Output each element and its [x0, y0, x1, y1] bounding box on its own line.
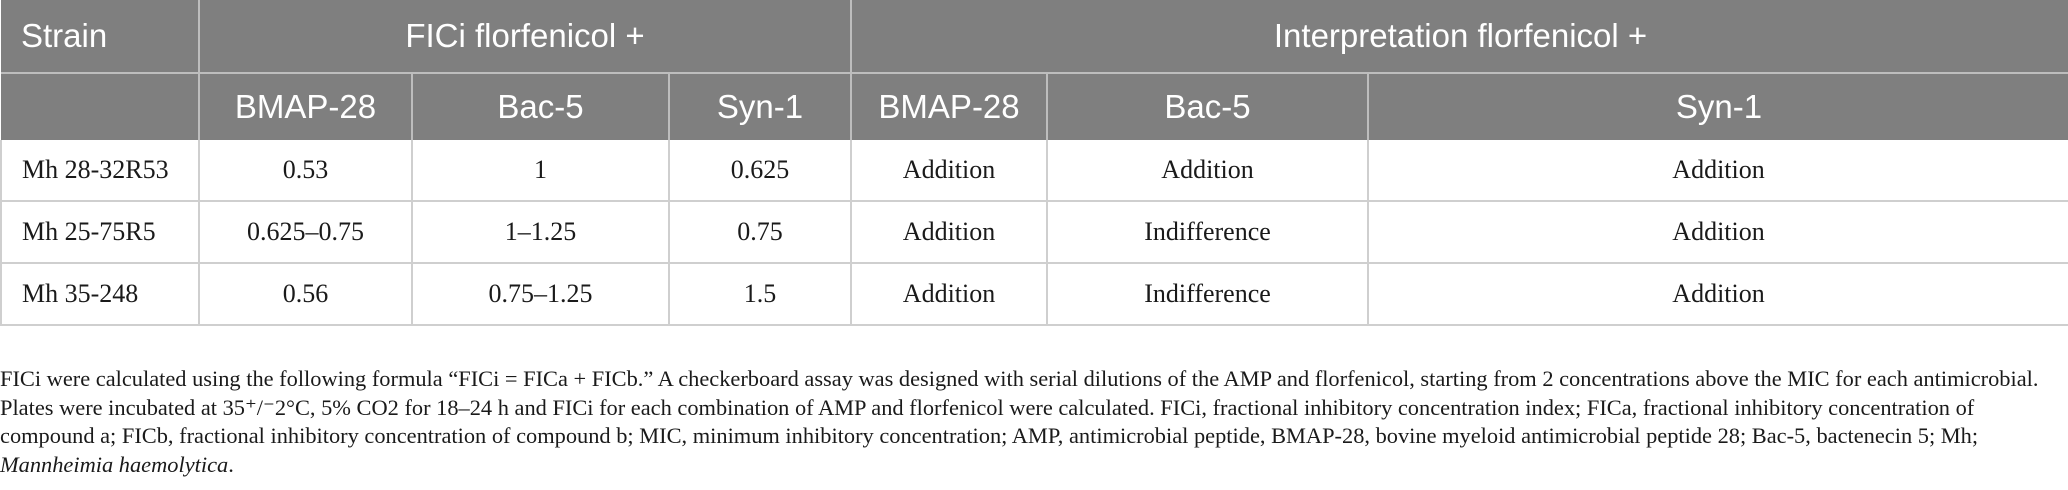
header-group-fici: FICi florfenicol + — [197, 0, 852, 74]
cell-interp-bac5: Indifference — [1047, 263, 1370, 326]
cell-fici-bac5: 0.75–1.25 — [412, 263, 670, 326]
cell-fici-bmap28: 0.53 — [199, 140, 413, 202]
header-interp-syn1: Syn-1 — [1367, 73, 2068, 140]
results-table-container: Strain FICi florfenicol + Interpretation… — [0, 0, 2068, 326]
cell-fici-syn1: 0.625 — [669, 140, 853, 202]
header-strain: Strain — [1, 0, 199, 74]
header-row-compounds: BMAP-28 Bac-5 Syn-1 BMAP-28 Bac-5 Syn-1 — [1, 73, 2068, 140]
header-strain-blank — [1, 73, 199, 140]
cell-interp-syn1: Addition — [1368, 140, 2068, 202]
header-row-groups: Strain FICi florfenicol + Interpretation… — [1, 0, 2068, 74]
table-row: Mh 35-248 0.56 0.75–1.25 1.5 Addition In… — [0, 263, 2068, 326]
footnote-species: Mannheimia haemolytica — [0, 451, 229, 477]
header-interp-bmap28: BMAP-28 — [850, 73, 1048, 140]
cell-strain: Mh 28-32R53 — [0, 140, 200, 202]
cell-interp-bmap28: Addition — [851, 263, 1049, 326]
cell-strain: Mh 25-75R5 — [0, 201, 200, 264]
footnote-end: . — [228, 451, 234, 477]
cell-fici-bac5: 1–1.25 — [412, 201, 670, 264]
cell-interp-bmap28: Addition — [851, 201, 1049, 264]
cell-interp-bmap28: Addition — [851, 140, 1049, 202]
footnote-text: FICi were calculated using the following… — [0, 366, 2039, 449]
cell-interp-bac5: Addition — [1047, 140, 1370, 202]
cell-interp-bac5: Indifference — [1047, 201, 1370, 264]
table-row: Mh 28-32R53 0.53 1 0.625 Addition Additi… — [0, 140, 2068, 202]
header-fici-syn1: Syn-1 — [667, 73, 852, 140]
cell-fici-bmap28: 0.56 — [199, 263, 413, 326]
header-group-interpretation: Interpretation florfenicol + — [850, 0, 2068, 74]
table-row: Mh 25-75R5 0.625–0.75 1–1.25 0.75 Additi… — [0, 201, 2068, 264]
header-fici-bmap28: BMAP-28 — [198, 73, 412, 140]
cell-interp-syn1: Addition — [1368, 201, 2068, 264]
cell-interp-syn1: Addition — [1368, 263, 2068, 326]
cell-fici-syn1: 0.75 — [669, 201, 853, 264]
cell-strain: Mh 35-248 — [0, 263, 200, 326]
cell-fici-syn1: 1.5 — [669, 263, 853, 326]
cell-fici-bmap28: 0.625–0.75 — [199, 201, 413, 264]
fici-results-table: Strain FICi florfenicol + Interpretation… — [0, 0, 2068, 326]
header-interp-bac5: Bac-5 — [1046, 73, 1369, 140]
header-fici-bac5: Bac-5 — [411, 73, 669, 140]
table-footnote: FICi were calculated using the following… — [0, 365, 2060, 479]
cell-fici-bac5: 1 — [412, 140, 670, 202]
